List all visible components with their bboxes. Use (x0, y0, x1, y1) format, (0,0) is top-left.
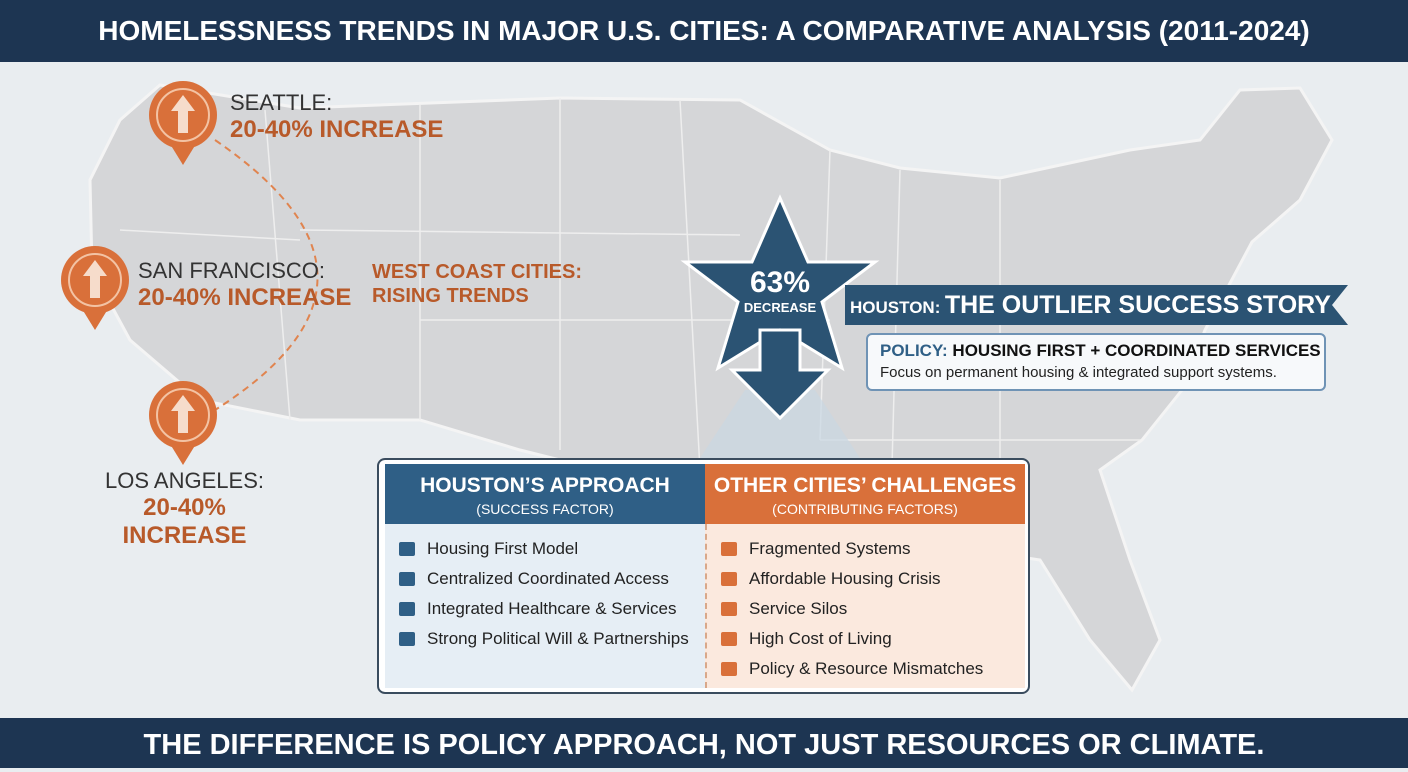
pins (61, 81, 217, 465)
item-icon (721, 572, 737, 586)
item-icon (399, 572, 415, 586)
city-callout: SAN FRANCISCO: 20-40% INCREASE (138, 258, 351, 312)
item-text: Housing First Model (427, 539, 579, 558)
item-icon (399, 542, 415, 556)
list-item: High Cost of Living (721, 624, 1025, 654)
city-change: 20-40% INCREASE (230, 116, 444, 143)
west-coast-arc (214, 139, 319, 411)
city-change: 20-40% INCREASE (138, 284, 352, 311)
policy-box: POLICY: HOUSING FIRST + COORDINATED SERV… (866, 333, 1326, 391)
city-name: SEATTLE: (230, 90, 333, 115)
item-text: Affordable Housing Crisis (749, 569, 941, 588)
banner (845, 285, 1348, 325)
list-item: Housing First Model (399, 534, 705, 564)
item-icon (721, 662, 737, 676)
city-name: SAN FRANCISCO: (138, 258, 326, 283)
badge: 63% DECREASE (730, 266, 830, 315)
list-item: Strong Political Will & Partnerships (399, 624, 705, 654)
banner-title: THE OUTLIER SUCCESS STORY (944, 291, 1331, 319)
item-icon (721, 602, 737, 616)
list-item: Affordable Housing Crisis (721, 564, 1025, 594)
item-text: Centralized Coordinated Access (427, 569, 669, 588)
west-coast-label: WEST COAST CITIES: RISING TRENDS (372, 260, 582, 308)
city-name: LOS ANGELES: (105, 468, 264, 493)
list-item: Centralized Coordinated Access (399, 564, 705, 594)
item-icon (721, 632, 737, 646)
label-line: WEST COAST CITIES: (372, 261, 582, 283)
item-text: High Cost of Living (749, 629, 892, 648)
item-text: Policy & Resource Mismatches (749, 659, 984, 678)
item-text: Service Silos (749, 599, 848, 618)
houston-star (680, 194, 880, 421)
comparison-table: HOUSTON’S APPROACH (SUCCESS FACTOR) OTHER… (377, 458, 1030, 694)
list-item: Integrated Healthcare & Services (399, 594, 705, 624)
banner-text: HOUSTON: THE OUTLIER SUCCESS STORY (850, 285, 1331, 325)
subheader-text: (SUCCESS FACTOR) (476, 501, 614, 517)
city-callout: SEATTLE: 20-40% INCREASE (230, 90, 443, 144)
city-change: 20-40% INCREASE (122, 494, 247, 549)
right-header: OTHER CITIES’ CHALLENGES (CONTRIBUTING FA… (705, 464, 1025, 524)
policy-description: Focus on permanent housing & integrated … (880, 364, 1277, 381)
item-text: Integrated Healthcare & Services (427, 599, 677, 618)
subheader-text: (CONTRIBUTING FACTORS) (772, 501, 958, 517)
footer: THE DIFFERENCE IS POLICY APPROACH, NOT J… (0, 718, 1408, 768)
item-text: Fragmented Systems (749, 539, 911, 558)
item-text: Strong Political Will & Partnerships (427, 629, 689, 648)
header-text: OTHER CITIES’ CHALLENGES (713, 474, 1017, 497)
badge-value: 63% (749, 266, 811, 299)
item-icon (721, 542, 737, 556)
list-item: Service Silos (721, 594, 1025, 624)
policy-name: HOUSING FIRST + COORDINATED SERVICES (952, 341, 1321, 360)
left-header: HOUSTON’S APPROACH (SUCCESS FACTOR) (385, 464, 705, 524)
label-line: RISING TRENDS (372, 285, 529, 307)
header-text: HOUSTON’S APPROACH (420, 474, 670, 497)
left-list: Housing First Model Centralized Coordinat… (385, 524, 705, 688)
list-item: Fragmented Systems (721, 534, 1025, 564)
city-callout: LOS ANGELES: 20-40% INCREASE (82, 468, 287, 550)
item-icon (399, 602, 415, 616)
title: HOMELESSNESS TRENDS IN MAJOR U.S. CITIES… (0, 0, 1408, 62)
item-icon (399, 632, 415, 646)
list-item: Policy & Resource Mismatches (721, 654, 1025, 684)
policy-label: POLICY: (880, 341, 948, 360)
badge-label: DECREASE (743, 300, 817, 315)
spotlight (700, 390, 860, 458)
right-list: Fragmented Systems Affordable Housing Cri… (705, 524, 1025, 688)
banner-prefix: HOUSTON: (850, 298, 941, 317)
